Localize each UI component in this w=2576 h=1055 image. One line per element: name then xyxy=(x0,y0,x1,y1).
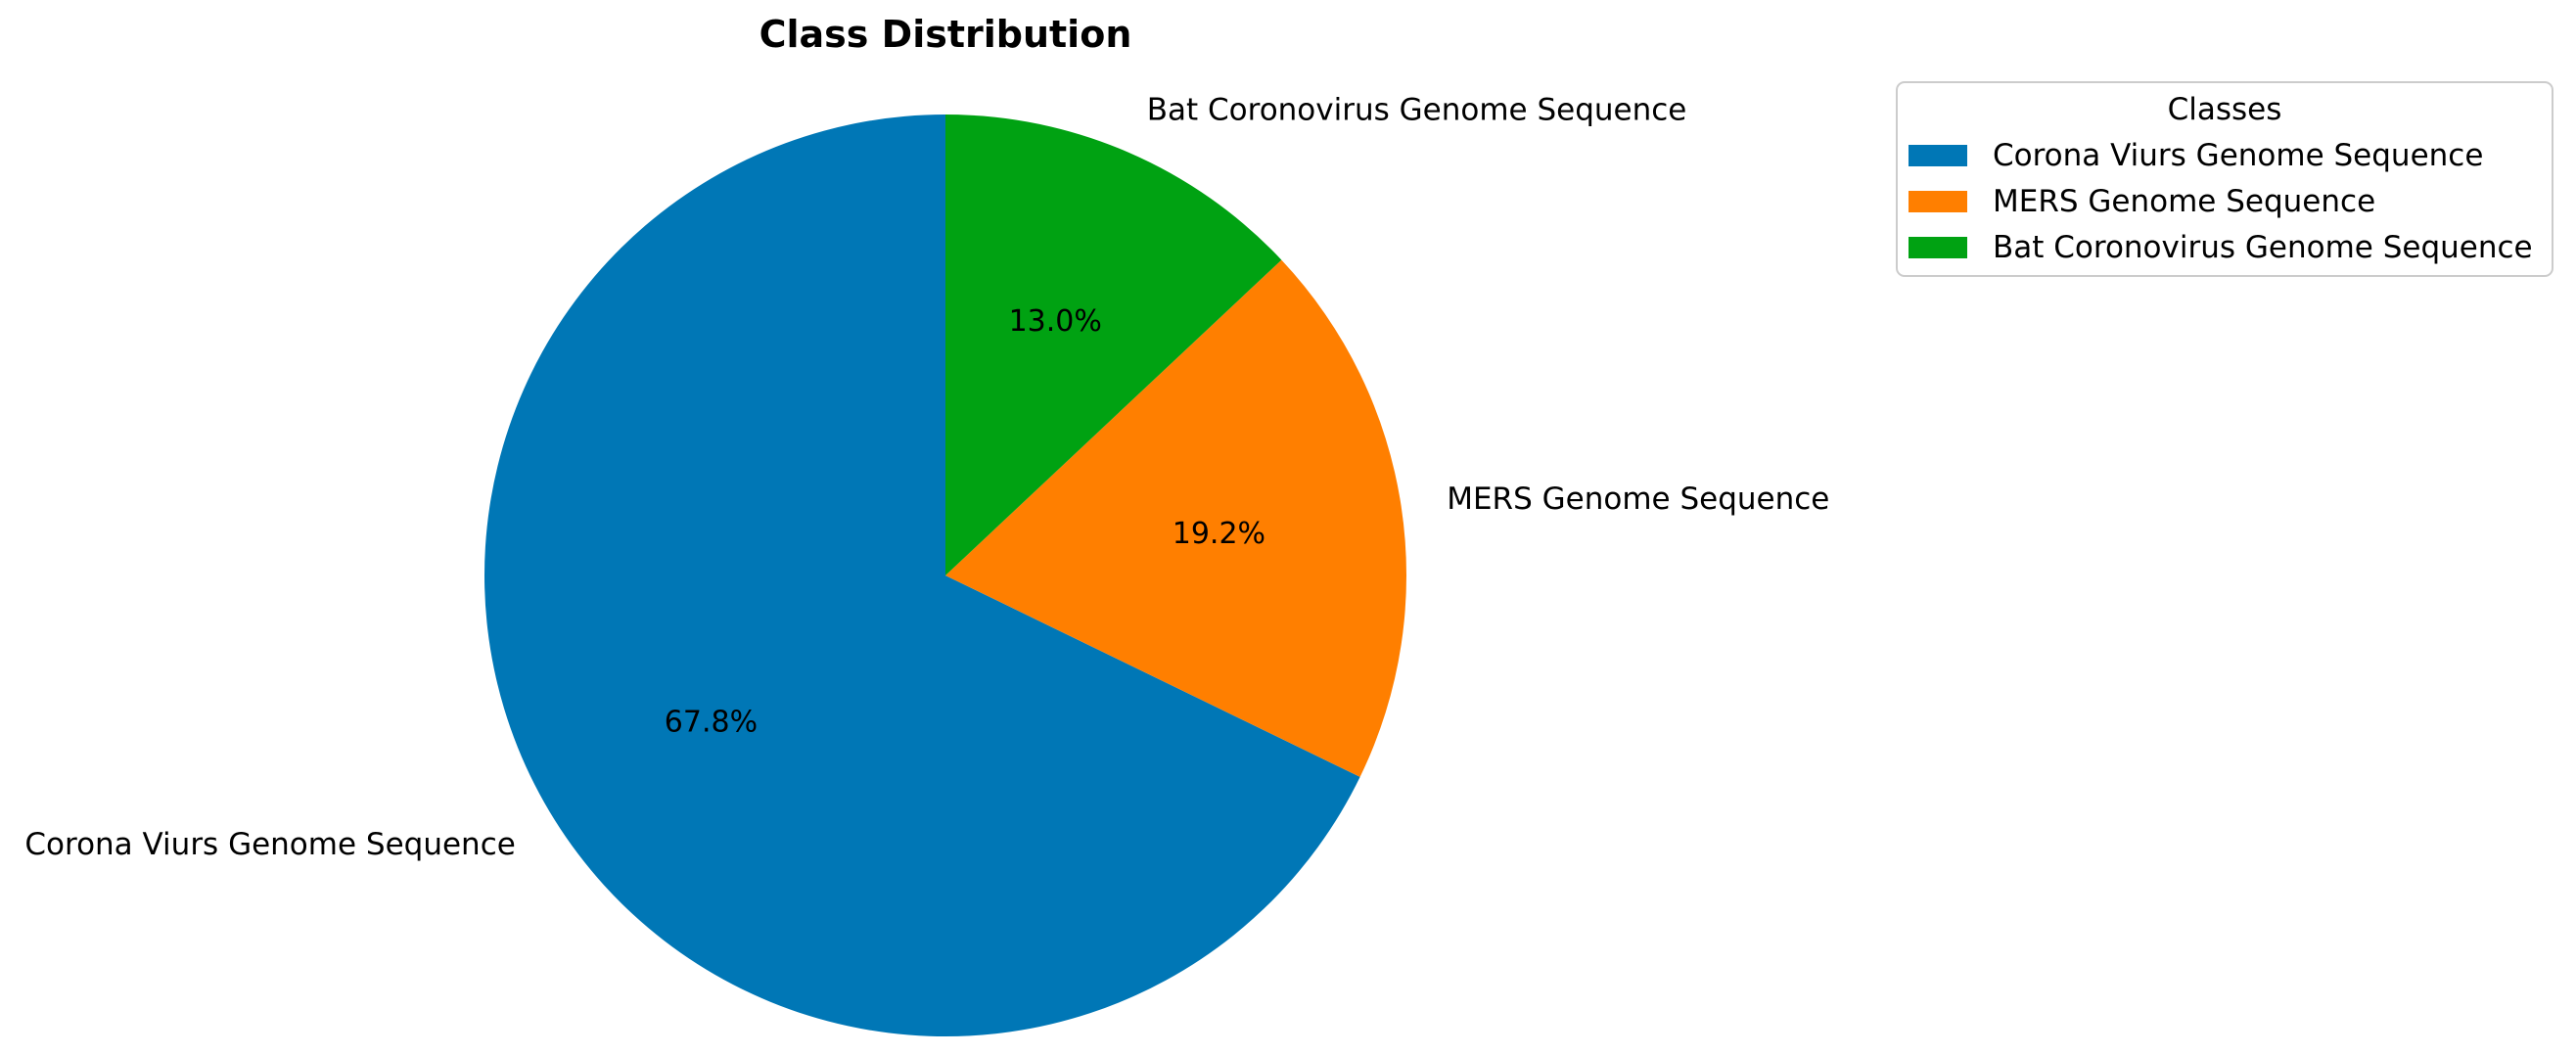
legend-title: Classes xyxy=(2168,92,2282,127)
legend-label-corona-viurs-genome-sequence: Corona Viurs Genome Sequence xyxy=(1993,138,2483,173)
pie-slice-bat-coronovirus-genome-sequence xyxy=(945,115,1282,575)
slice-label-mers-genome-sequence: MERS Genome Sequence xyxy=(1447,482,1829,517)
percent-labels: 67.8% 19.2% 13.0% xyxy=(665,304,1265,739)
legend-swatch-mers-genome-sequence xyxy=(1909,191,1967,212)
legend: Classes Corona Viurs Genome Sequence MERS… xyxy=(1896,81,2553,277)
percent-label-corona-viurs-genome-sequence: 67.8% xyxy=(665,705,758,739)
pie-slices xyxy=(484,115,1407,1036)
slice-labels: Corona Viurs Genome Sequence MERS Genome … xyxy=(24,93,1829,862)
legend-frame xyxy=(1896,81,2553,277)
chart-title: Class Distribution xyxy=(759,13,1132,56)
percent-label-mers-genome-sequence: 19.2% xyxy=(1173,517,1265,551)
legend-label-mers-genome-sequence: MERS Genome Sequence xyxy=(1993,184,2375,219)
slice-label-corona-viurs-genome-sequence: Corona Viurs Genome Sequence xyxy=(24,827,515,862)
percent-label-bat-coronovirus-genome-sequence: 13.0% xyxy=(1009,304,1102,339)
slice-label-bat-coronovirus-genome-sequence: Bat Coronovirus Genome Sequence xyxy=(1147,93,1687,128)
pie-slice-corona-viurs-genome-sequence xyxy=(484,115,1360,1036)
legend-swatch-corona-viurs-genome-sequence xyxy=(1909,145,1967,166)
legend-entries: Corona Viurs Genome Sequence MERS Genome … xyxy=(1909,138,2533,265)
pie-slice-mers-genome-sequence xyxy=(945,259,1407,777)
legend-swatch-bat-coronovirus-genome-sequence xyxy=(1909,237,1967,258)
legend-label-bat-coronovirus-genome-sequence: Bat Coronovirus Genome Sequence xyxy=(1993,230,2533,265)
